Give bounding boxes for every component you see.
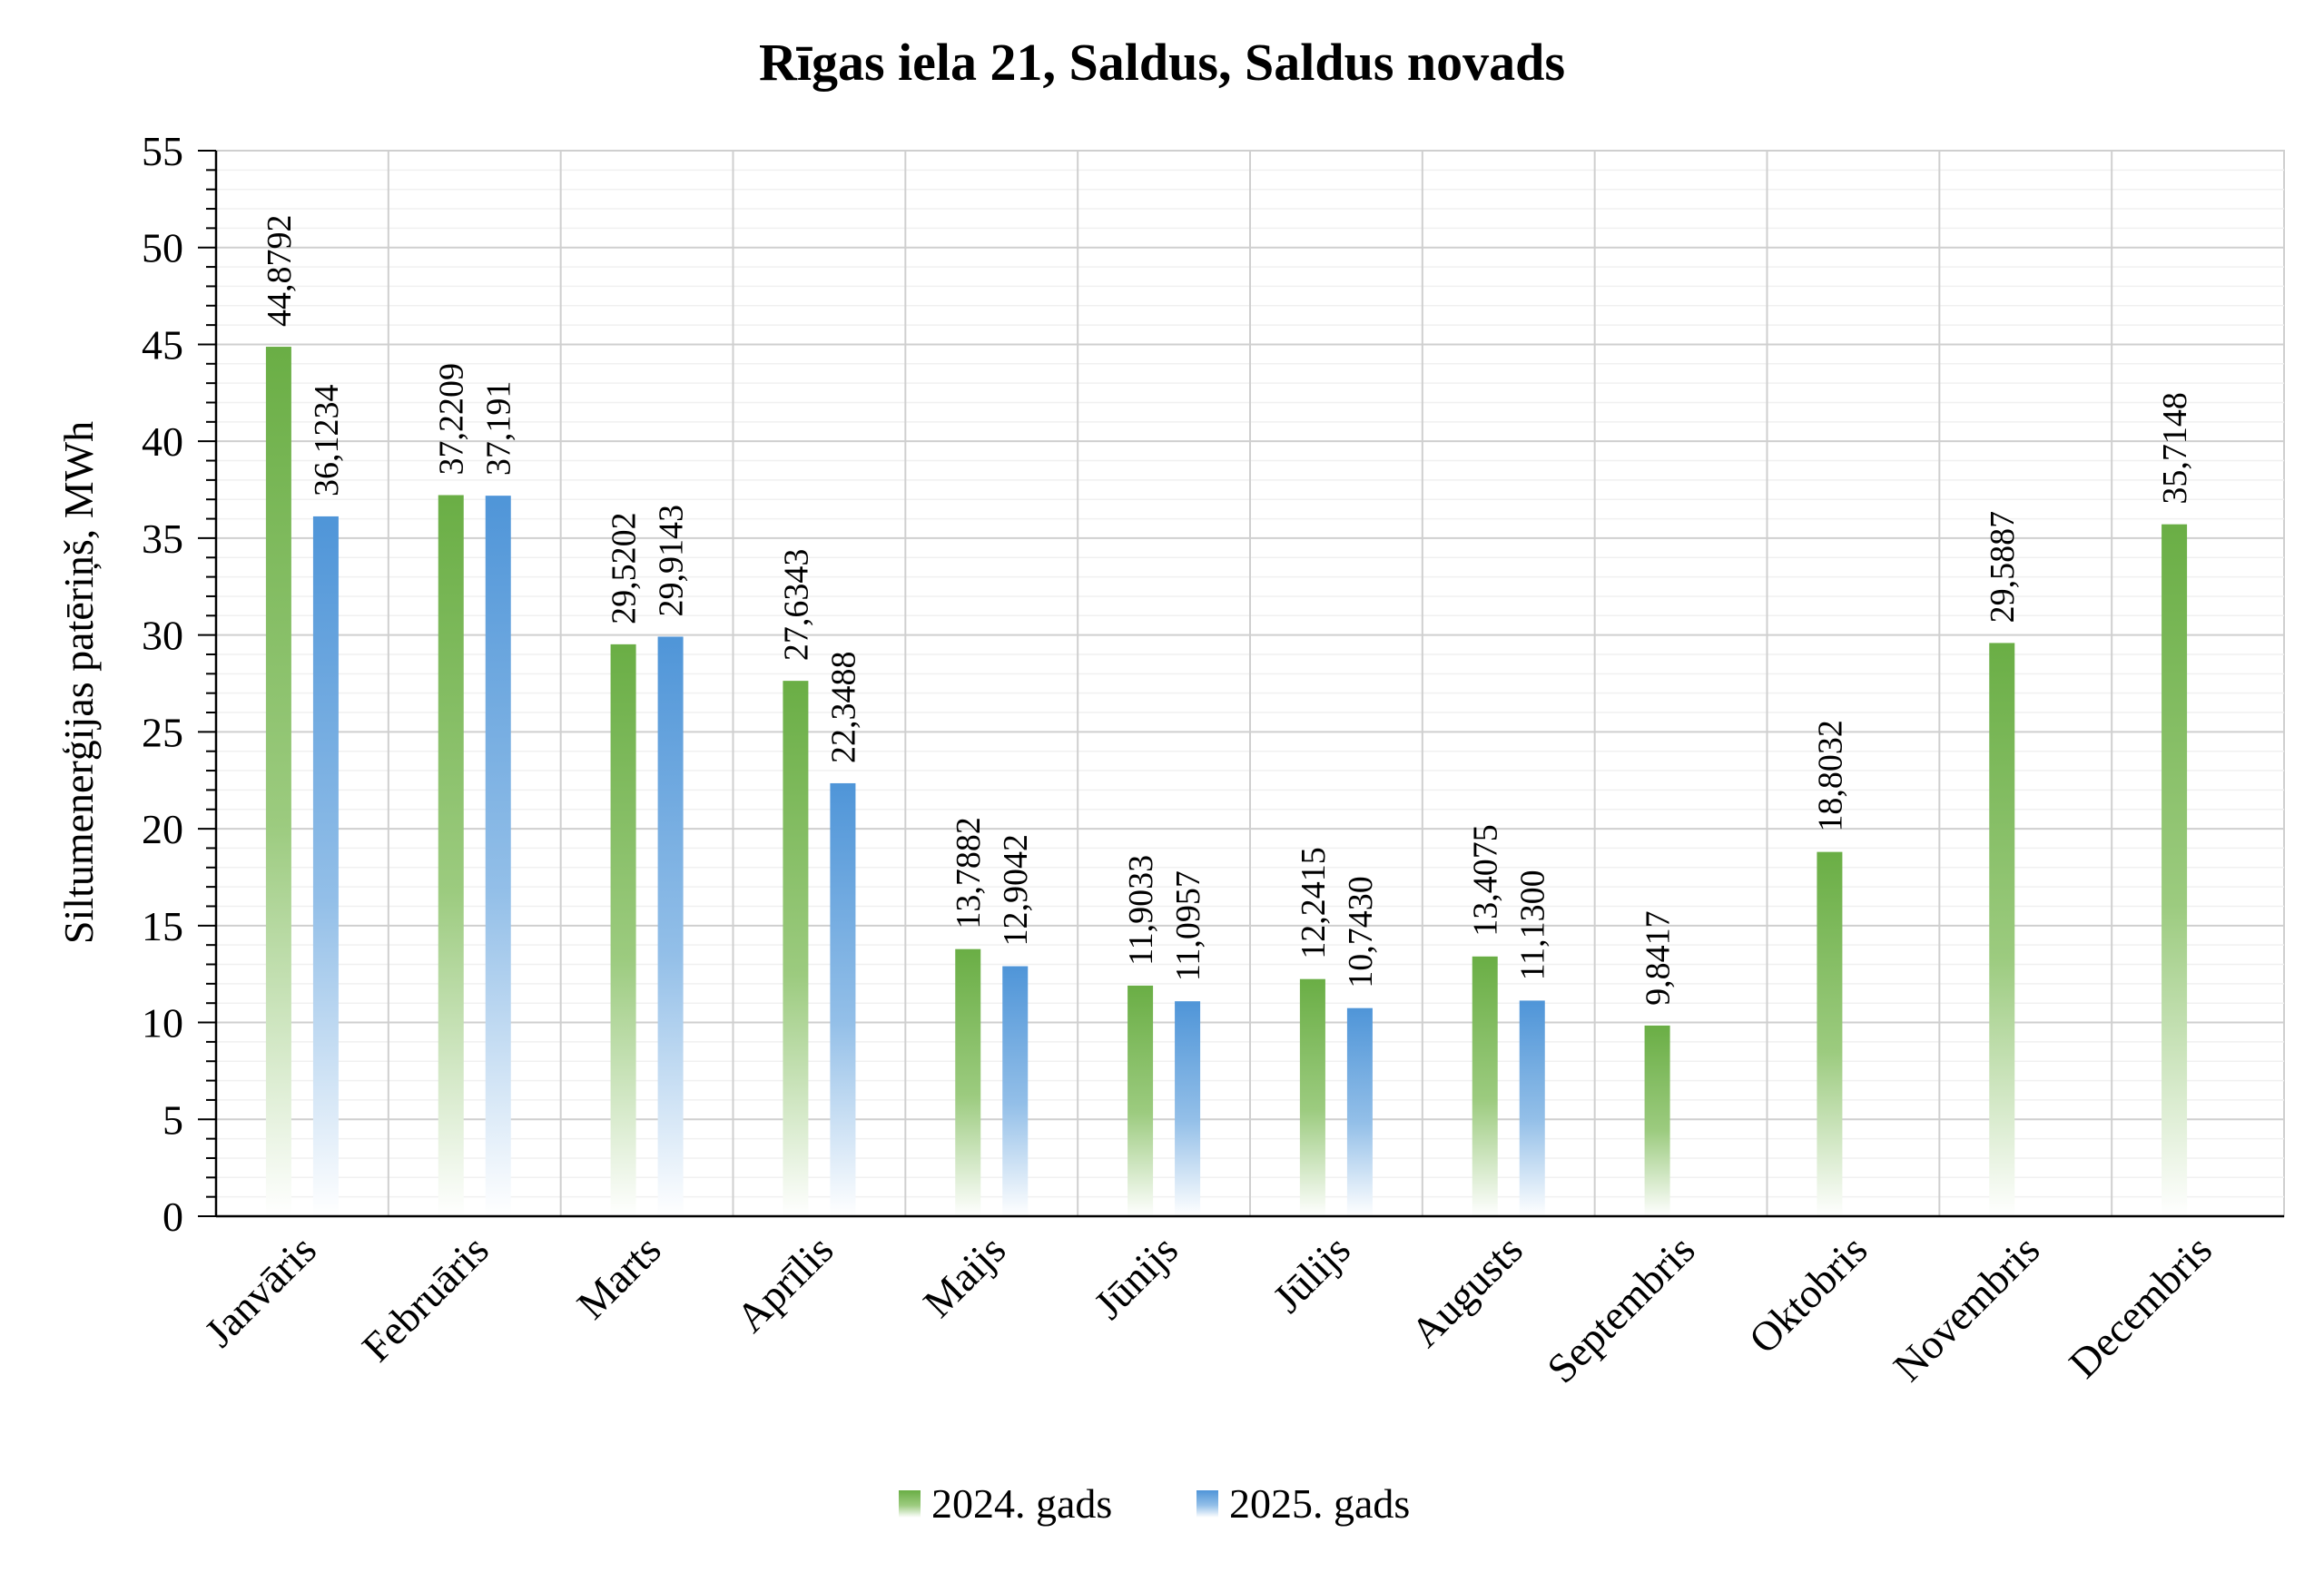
data-label: 12,2415 <box>1295 847 1333 959</box>
data-label: 9,8417 <box>1640 910 1678 1006</box>
y-tick-label: 15 <box>142 903 183 949</box>
bar-2024-1 <box>438 495 464 1216</box>
bar-2025-2 <box>657 636 684 1216</box>
bar-2024-8 <box>1644 1025 1670 1216</box>
x-tick-label: Septembris <box>1538 1226 1703 1391</box>
x-tick-label: Maijs <box>914 1226 1014 1326</box>
legend-swatch <box>1196 1490 1218 1518</box>
data-label: 27,6343 <box>777 549 815 662</box>
bar-2025-3 <box>830 782 856 1216</box>
bar-2025-7 <box>1519 1000 1545 1216</box>
bar-2024-2 <box>610 644 636 1216</box>
data-label: 10,7430 <box>1342 876 1380 988</box>
y-tick-label: 50 <box>142 225 183 271</box>
bar-2024-5 <box>1128 985 1154 1216</box>
data-label: 37,2209 <box>433 363 471 476</box>
chart-title: Rīgas iela 21, Saldus, Saldus novads <box>759 33 1565 92</box>
x-tick-label: Augusts <box>1402 1226 1531 1356</box>
bar-2024-4 <box>955 948 981 1216</box>
x-tick-label: Aprīlis <box>727 1226 842 1341</box>
data-label: 29,5202 <box>606 512 644 624</box>
y-tick-label: 45 <box>142 321 183 368</box>
y-tick-label: 40 <box>142 418 183 465</box>
data-label: 12,9042 <box>997 834 1035 947</box>
data-label: 13,4075 <box>1467 824 1505 937</box>
legend-label: 2025. gads <box>1229 1480 1410 1527</box>
y-tick-label: 0 <box>162 1194 183 1240</box>
bar-2024-11 <box>2162 524 2188 1216</box>
x-tick-label: Februāris <box>353 1226 497 1371</box>
x-tick-label: Janvāris <box>195 1226 325 1356</box>
bar-2024-0 <box>265 347 291 1216</box>
y-tick-label: 25 <box>142 709 183 755</box>
data-label: 36,1234 <box>308 384 346 496</box>
bar-2024-10 <box>1989 643 2015 1216</box>
y-tick-label: 20 <box>142 806 183 852</box>
data-label: 11,0957 <box>1169 870 1207 981</box>
y-tick-label: 5 <box>162 1096 183 1143</box>
data-label: 44,8792 <box>261 215 299 328</box>
y-tick-label: 10 <box>142 1000 183 1046</box>
data-label: 11,9033 <box>1122 855 1160 966</box>
x-tick-label: Decembris <box>2060 1226 2221 1387</box>
y-tick-label: 30 <box>142 613 183 659</box>
legend: 2024. gads 2025. gads <box>899 1480 1410 1527</box>
gridlines <box>215 150 2285 1217</box>
y-tick-label: 55 <box>142 128 183 174</box>
data-label: 29,5887 <box>1984 511 2022 624</box>
bar-2024-7 <box>1472 956 1498 1216</box>
data-label: 22,3488 <box>824 651 862 763</box>
x-tick-label: Oktobris <box>1740 1226 1876 1362</box>
bar-2025-5 <box>1175 1001 1201 1216</box>
data-label: 29,9143 <box>653 505 691 617</box>
bar-2024-6 <box>1299 978 1325 1216</box>
bars <box>265 347 2188 1216</box>
data-label: 35,7148 <box>2156 392 2194 505</box>
bar-2025-6 <box>1346 1007 1373 1216</box>
bar-2024-3 <box>783 681 809 1216</box>
bar-2025-1 <box>485 496 511 1216</box>
data-label: 11,1300 <box>1514 870 1552 980</box>
bar-2024-9 <box>1817 851 1843 1216</box>
legend-swatch <box>899 1490 921 1518</box>
legend-label: 2024. gads <box>931 1480 1112 1527</box>
data-label: 13,7882 <box>950 817 988 929</box>
x-tick-label: Jūlijs <box>1264 1226 1359 1322</box>
data-label: 18,8032 <box>1811 720 1849 831</box>
y-tick-label: 35 <box>142 516 183 562</box>
x-tick-label: Marts <box>568 1226 670 1328</box>
data-labels: 44,8792 37,2209 29,5202 27,6343 13,7882 11,90… <box>261 215 2194 1006</box>
x-tick-label: Novembris <box>1885 1226 2049 1390</box>
x-tick-label: Jūnijs <box>1085 1226 1187 1328</box>
bar-2025-0 <box>312 516 339 1216</box>
y-axis-label: Siltumenerģijas patēriņš, MWh <box>55 421 102 944</box>
data-label: 37,191 <box>480 381 518 477</box>
bar-2025-4 <box>1002 966 1029 1216</box>
